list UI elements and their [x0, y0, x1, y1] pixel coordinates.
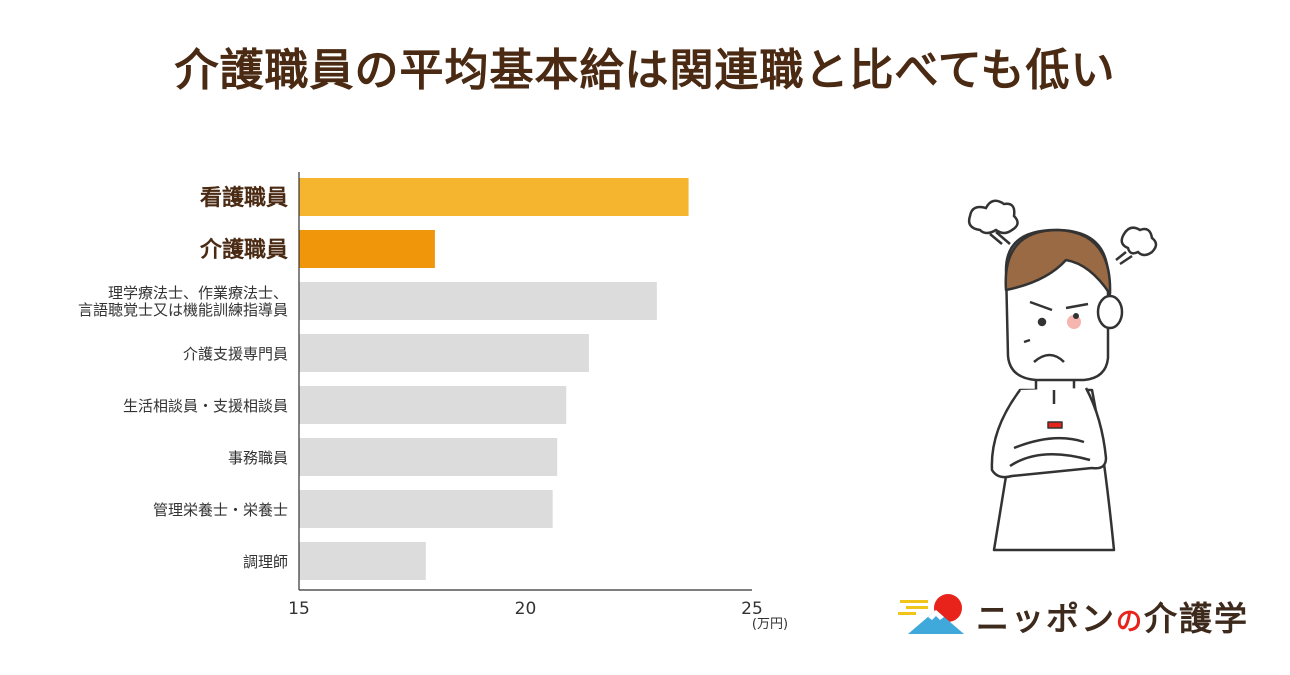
mount-fuji-sun-icon: [898, 594, 964, 634]
logo-text-part-2: 介護学: [1144, 599, 1250, 638]
category-label-2-line-1: 言語聴覚士又は機能訓練指導員: [78, 301, 288, 319]
category-label-2-line-0: 理学療法士、作業療法士、: [108, 284, 288, 302]
category-label-1: 介護職員: [199, 237, 288, 263]
axes-group: 15 20 25(万円): [288, 172, 788, 632]
frustrated-nurse-illustration: [950, 190, 1170, 564]
bar-7: [299, 542, 426, 580]
logo-text: ニッポンの介護学: [976, 592, 1249, 640]
x-tick-label-2: 25: [741, 599, 763, 619]
bar-5: [299, 438, 558, 476]
x-tick-label-1: 20: [515, 599, 537, 619]
category-label-0: 看護職員: [200, 185, 288, 211]
category-labels-group: 看護職員介護職員理学療法士、作業療法士、言語聴覚士又は機能訓練指導員介護支援専門…: [78, 185, 288, 571]
category-label-5: 事務職員: [228, 449, 288, 467]
category-label-4: 生活相談員・支援相談員: [123, 397, 288, 415]
x-tick-label-0: 15: [288, 599, 310, 619]
logo-text-no: の: [1116, 607, 1145, 637]
category-label-6: 管理栄養士・栄養士: [153, 501, 288, 519]
nurse-head: [1004, 228, 1124, 382]
bar-chart: 看護職員介護職員理学療法士、作業療法士、言語聴覚士又は機能訓練指導員介護支援専門…: [78, 172, 788, 632]
logo-text-part-1: ニッポン: [976, 599, 1116, 638]
x-unit-label: (万円): [752, 617, 788, 632]
steam-right-icon: [1115, 226, 1158, 266]
bar-4: [299, 386, 567, 424]
bar-0: [299, 178, 689, 216]
nurse-body: [990, 373, 1116, 552]
category-label-7: 調理師: [243, 553, 288, 571]
bar-6: [299, 490, 553, 528]
nippon-kaigogaku-logo: ニッポンの介護学: [898, 590, 1258, 640]
page-title: 介護職員の平均基本給は関連職と比べても低い: [174, 45, 1116, 96]
bar-2: [299, 282, 657, 320]
bar-3: [299, 334, 589, 372]
bar-1: [299, 230, 435, 268]
steam-left-icon: [967, 199, 1019, 245]
category-label-3: 介護支援専門員: [183, 345, 288, 363]
bars-group: [299, 178, 689, 580]
